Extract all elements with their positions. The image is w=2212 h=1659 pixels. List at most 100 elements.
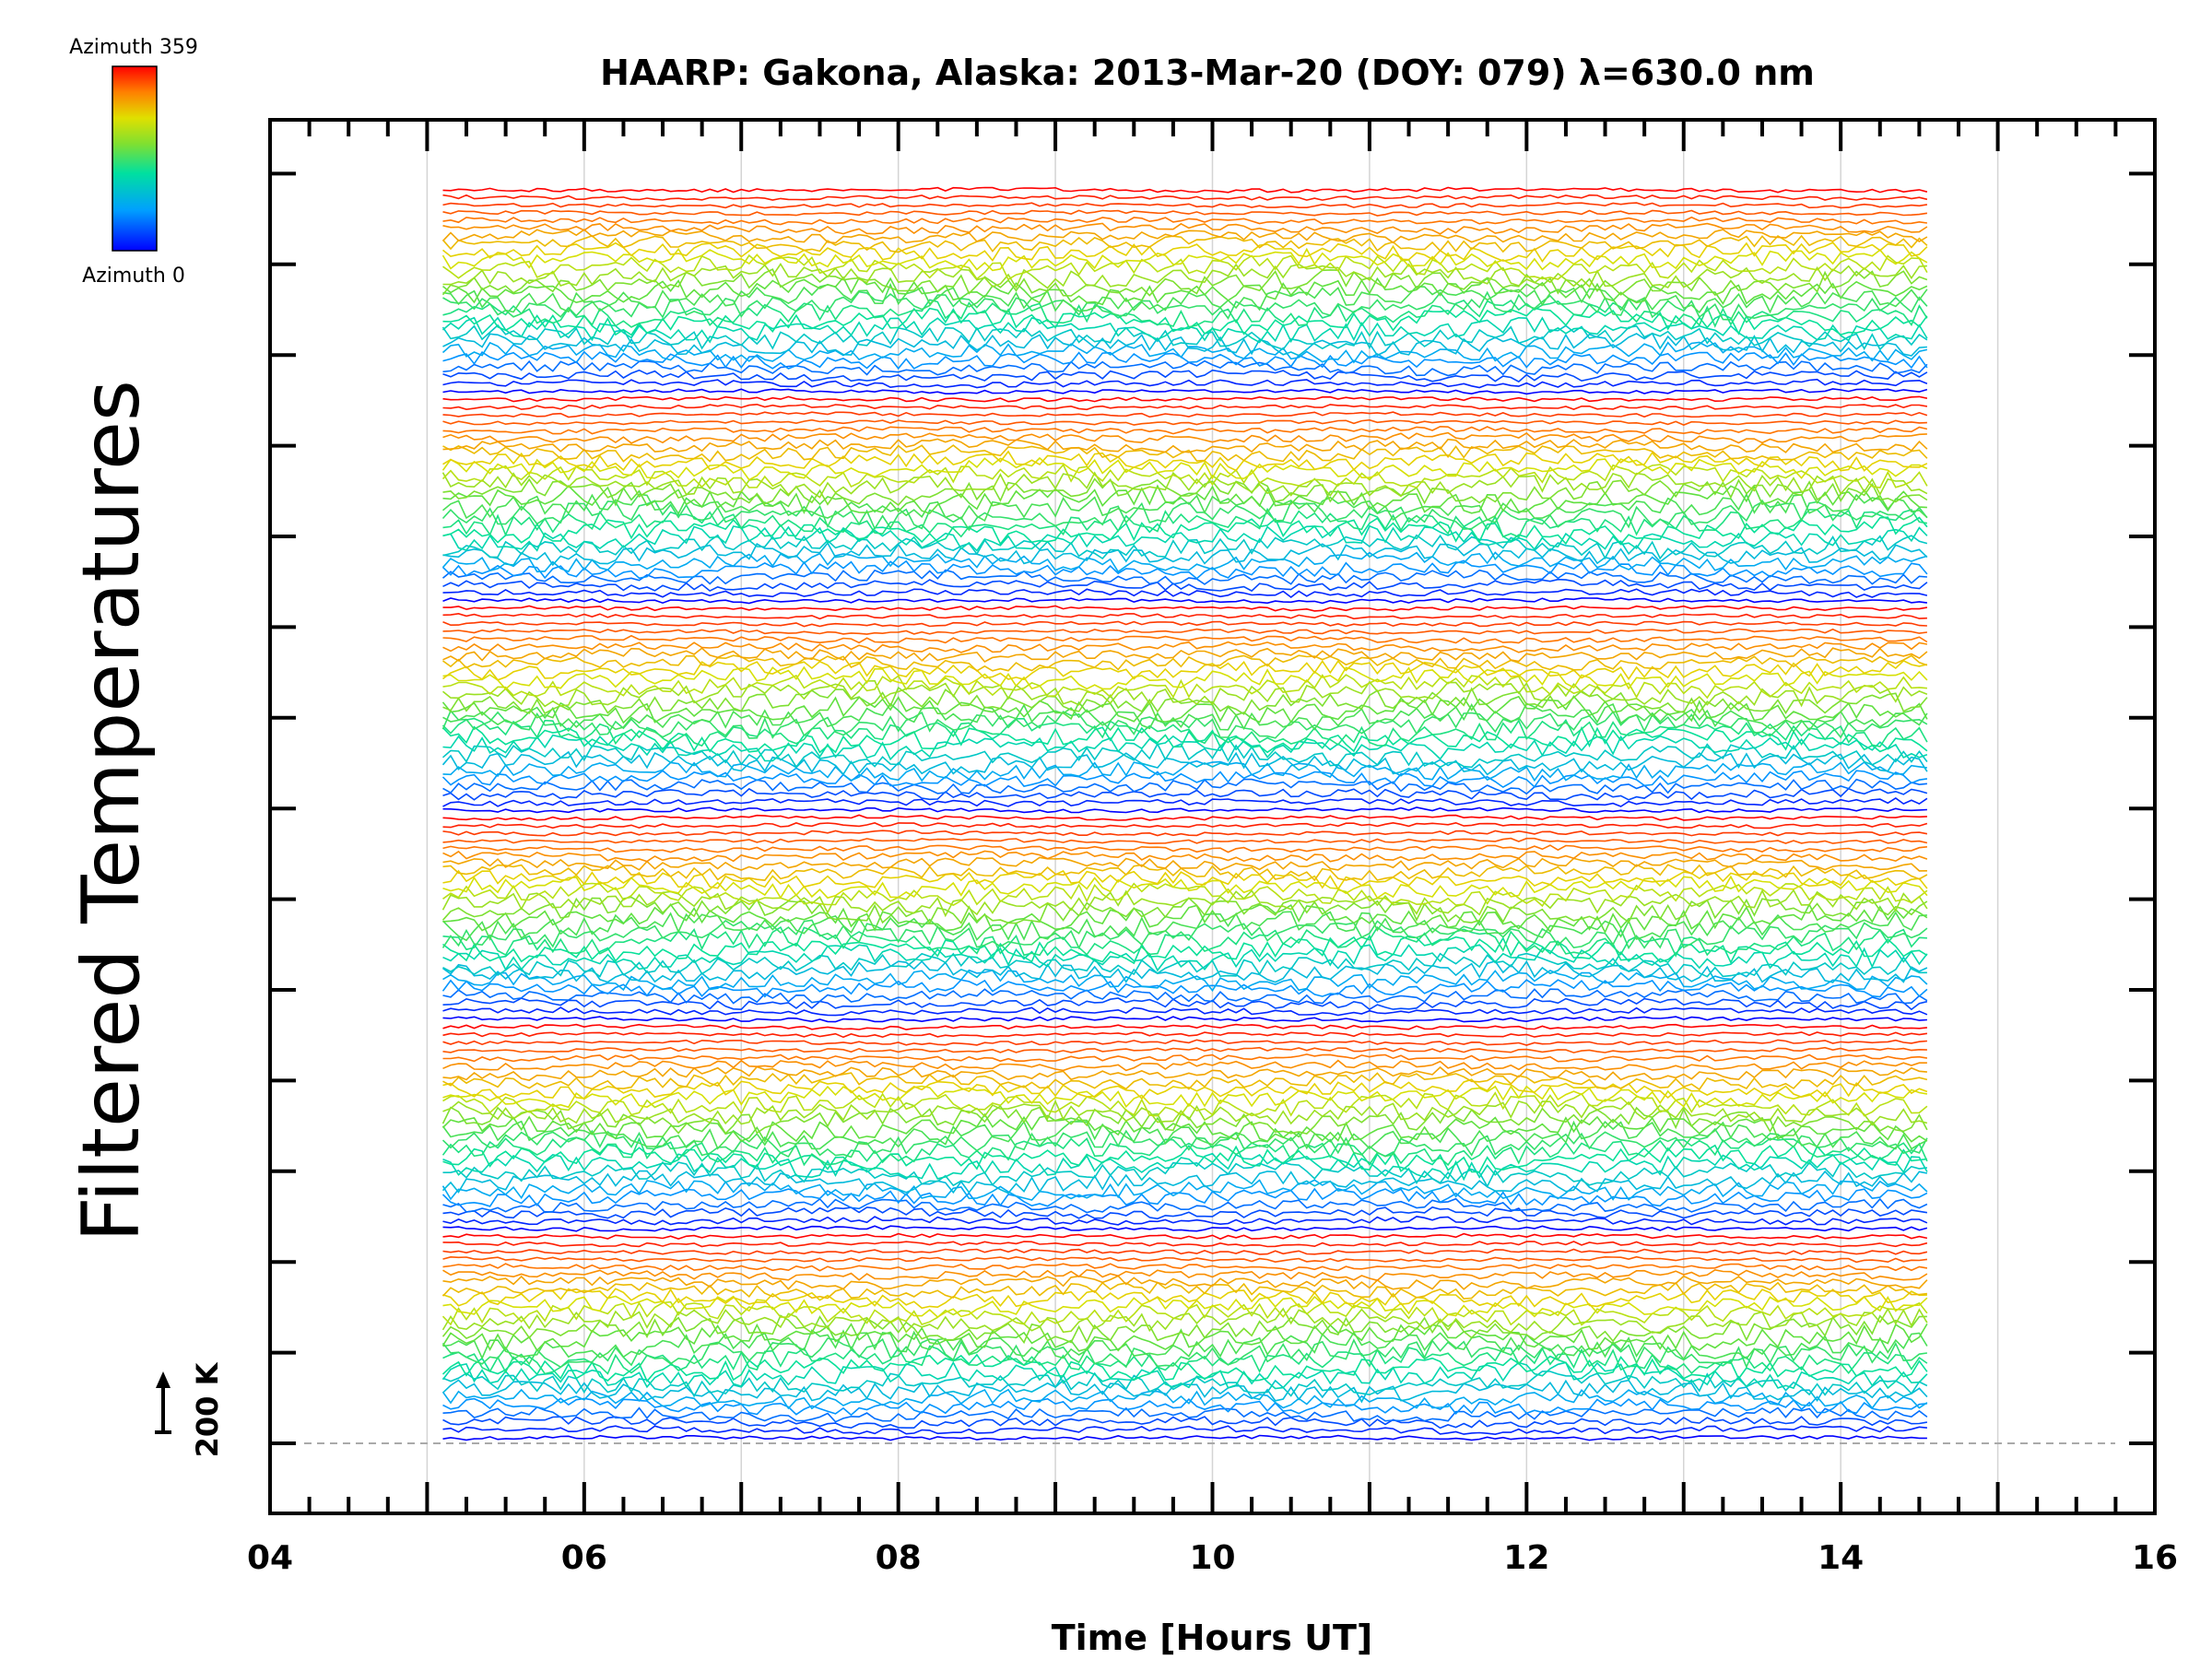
series-line <box>442 1416 1928 1430</box>
series-line <box>441 551 1928 573</box>
series-line <box>441 229 1928 244</box>
series-line <box>441 1187 1928 1207</box>
series-line <box>442 844 1927 853</box>
series-line <box>442 814 1927 821</box>
series-line <box>441 1120 1928 1150</box>
series-line <box>442 1046 1927 1053</box>
colorbar-top-label: Azimuth 359 <box>69 36 198 59</box>
x-tick-label: 14 <box>1818 1539 1864 1577</box>
x-axis-label: Time [Hours UT] <box>1052 1618 1373 1658</box>
series-line <box>442 620 1927 628</box>
series-line <box>442 674 1927 700</box>
series-line <box>442 1371 1928 1398</box>
series-line <box>442 605 1928 612</box>
x-tick-label: 10 <box>1189 1539 1235 1577</box>
series-line <box>441 324 1928 351</box>
series-line <box>442 216 1928 226</box>
series-line <box>441 770 1928 789</box>
series-line <box>442 1275 1928 1290</box>
scale-bar-label: 200 K <box>190 1361 225 1457</box>
series-line <box>442 1053 1928 1063</box>
series-line <box>442 1085 1928 1109</box>
series-line <box>442 1288 1927 1310</box>
series-line <box>442 686 1928 715</box>
series-line <box>442 1241 1928 1248</box>
series-line <box>442 1031 1928 1039</box>
series-line <box>442 588 1928 599</box>
x-tick-label: 12 <box>1503 1539 1549 1577</box>
series-line <box>442 1039 1927 1046</box>
series-line <box>442 1255 1928 1264</box>
series-line <box>442 450 1928 472</box>
series-line <box>442 403 1928 411</box>
series-line <box>442 902 1928 935</box>
series-line <box>442 837 1928 844</box>
series-line <box>442 654 1928 672</box>
series-line <box>442 425 1928 435</box>
colorbar-gradient <box>112 65 158 252</box>
series-line <box>442 864 1928 882</box>
series-line <box>442 395 1928 403</box>
series-line <box>442 1397 1927 1417</box>
series-line <box>441 1379 1928 1404</box>
series-line <box>442 875 1928 900</box>
series-line <box>442 882 1928 908</box>
series-line <box>442 1152 1928 1182</box>
series-line <box>442 388 1928 395</box>
series-line <box>442 997 1928 1011</box>
series-line <box>442 806 1927 814</box>
series-line <box>441 471 1928 499</box>
series-line <box>442 856 1927 872</box>
series-line <box>442 1406 1928 1423</box>
series-line <box>442 578 1928 593</box>
series-line <box>442 959 1928 983</box>
series-line <box>442 1225 1928 1232</box>
series-line <box>441 1136 1928 1167</box>
series-line <box>442 484 1927 515</box>
y-axis-label: Filtered Temperatures <box>65 380 158 1242</box>
series-line <box>441 911 1927 942</box>
series-line <box>442 1295 1928 1318</box>
series-line <box>442 1006 1928 1017</box>
series-line <box>442 194 1928 201</box>
series-line <box>441 1337 1928 1370</box>
series-line <box>442 1197 1928 1214</box>
series-line <box>442 1023 1927 1030</box>
series-line <box>442 734 1928 762</box>
series-line <box>442 411 1928 418</box>
series-line <box>441 896 1928 925</box>
x-tick-label: 04 <box>247 1539 293 1577</box>
series-line <box>442 1263 1928 1272</box>
series-line <box>442 418 1927 426</box>
series-line <box>442 952 1927 978</box>
series-line <box>442 1206 1928 1220</box>
series-line <box>441 1360 1928 1390</box>
series-line <box>442 647 1928 664</box>
series-line <box>442 612 1927 620</box>
x-tick-label: 08 <box>876 1539 922 1577</box>
series-line <box>442 1091 1928 1117</box>
series-line <box>442 1160 1928 1188</box>
x-tick-label: 06 <box>561 1539 607 1577</box>
colorbar-bottom-label: Azimuth 0 <box>82 265 185 288</box>
series-line <box>441 1307 1928 1335</box>
series-line <box>442 1268 1928 1282</box>
series-line <box>441 500 1928 532</box>
series-line <box>442 534 1928 560</box>
series-line <box>442 222 1928 235</box>
series-line <box>442 759 1928 782</box>
series-line <box>442 299 1928 328</box>
series-line <box>441 709 1928 739</box>
series-line <box>441 725 1928 754</box>
series-line <box>442 1425 1927 1436</box>
x-tick-label: 16 <box>2132 1539 2178 1577</box>
series-line <box>442 477 1928 506</box>
series-line <box>442 524 1928 552</box>
series-line <box>441 1170 1928 1194</box>
series-line <box>442 702 1928 732</box>
series-line <box>441 463 1928 489</box>
series-line <box>442 507 1928 538</box>
series-line <box>442 263 1927 289</box>
series-line <box>441 979 1928 998</box>
